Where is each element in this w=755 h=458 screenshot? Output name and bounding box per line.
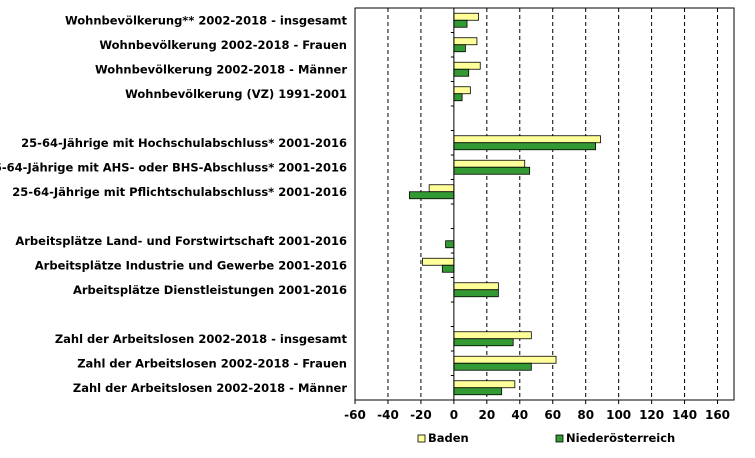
bar-niederoesterreich	[453, 142, 596, 151]
x-tick-label: 140	[672, 408, 697, 422]
x-tick-label: 0	[450, 408, 458, 422]
category-label: Wohnbevölkerung 2002-2018 - Männer	[95, 62, 347, 76]
legend: Baden Niederösterreich	[417, 431, 675, 445]
x-tick-label: -20	[410, 408, 432, 422]
x-tick-label: -40	[377, 408, 399, 422]
x-tick-label: -60	[344, 408, 366, 422]
bar-baden	[422, 257, 455, 266]
bar-niederoesterreich	[445, 240, 455, 249]
bar-niederoesterreich	[408, 191, 455, 200]
category-label: 25-64-Jährige mit Hochschulabschluss* 20…	[21, 136, 347, 150]
axes	[354, 7, 735, 404]
bar-baden	[453, 135, 601, 144]
x-tick-label: 20	[478, 408, 495, 422]
category-label: Wohnbevölkerung** 2002-2018 - insgesamt	[65, 13, 348, 27]
category-labels: Wohnbevölkerung** 2002-2018 - insgesamt W…	[0, 13, 347, 395]
x-tick-label: 120	[639, 408, 664, 422]
legend-swatch	[555, 434, 564, 443]
bar-baden	[453, 37, 478, 46]
grid-lines	[387, 8, 719, 400]
bar-baden	[453, 282, 499, 291]
category-label: Zahl der Arbeitslosen 2002-2018 - insges…	[55, 332, 348, 346]
category-label: Arbeitsplätze Dienstleistungen 2001-2016	[73, 283, 347, 297]
bar-niederoesterreich	[453, 68, 470, 77]
x-tick-label: 60	[544, 408, 561, 422]
category-label: Wohnbevölkerung 2002-2018 - Frauen	[99, 38, 347, 52]
category-label: Arbeitsplätze Industrie und Gewerbe 2001…	[35, 258, 347, 272]
bar-baden	[428, 184, 455, 193]
bar-baden	[453, 159, 526, 168]
bar-niederoesterreich	[453, 362, 532, 371]
bar-baden	[453, 86, 471, 95]
bar-baden	[453, 355, 557, 364]
bar-niederoesterreich	[441, 264, 455, 273]
bar-niederoesterreich	[453, 387, 503, 396]
category-label: Arbeitsplätze Land- und Forstwirtschaft …	[15, 234, 347, 248]
x-tick-label: 100	[606, 408, 631, 422]
x-tick-label: 80	[577, 408, 594, 422]
legend-label: Niederösterreich	[566, 431, 675, 445]
legend-label: Baden	[428, 431, 469, 445]
category-label: Zahl der Arbeitslosen 2002-2018 - Männer	[73, 381, 347, 395]
category-label: Zahl der Arbeitslosen 2002-2018 - Frauen	[77, 356, 347, 370]
bar-baden	[453, 61, 481, 70]
bar-baden	[453, 331, 532, 340]
bar-niederoesterreich	[453, 289, 499, 298]
bar-baden	[453, 380, 516, 389]
bar-niederoesterreich	[453, 338, 514, 347]
tick-labels: -60 -40 -20 0 20 40 60 80 100 120 140 160	[344, 408, 730, 422]
category-label: 25-64-Jährige mit AHS- oder BHS-Abschlus…	[0, 160, 347, 174]
x-tick-label: 40	[511, 408, 528, 422]
x-tick-label: 160	[705, 408, 730, 422]
bar-niederoesterreich	[453, 93, 463, 102]
category-label: Wohnbevölkerung (VZ) 1991-2001	[125, 87, 347, 101]
bar-baden	[453, 12, 479, 21]
category-label: 25-64-Jährige mit Pflichtschulabschluss*…	[12, 185, 347, 199]
bar-niederoesterreich	[453, 166, 531, 175]
legend-swatch	[417, 434, 426, 443]
bars	[408, 12, 601, 396]
plot-area-frame	[354, 7, 735, 401]
bar-niederoesterreich	[453, 44, 466, 53]
bar-niederoesterreich	[453, 19, 468, 28]
